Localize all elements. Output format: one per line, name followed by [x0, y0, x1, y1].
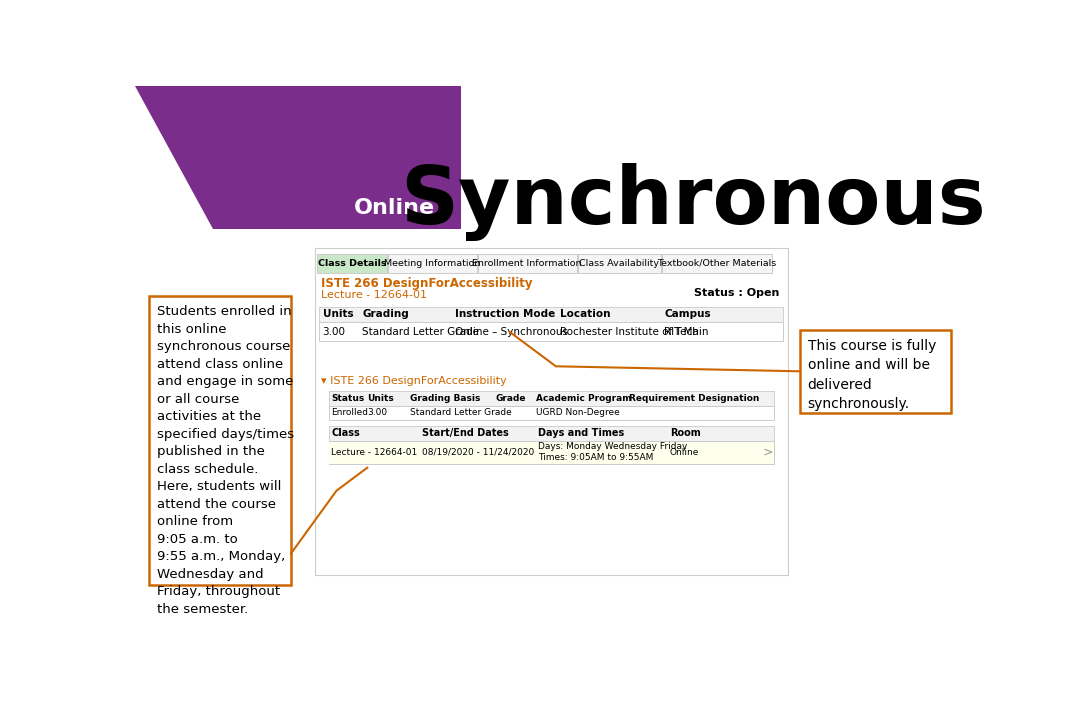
- FancyBboxPatch shape: [388, 254, 476, 273]
- Text: Days: Monday Wednesday Friday
Times: 9:05AM to 9:55AM: Days: Monday Wednesday Friday Times: 9:0…: [538, 443, 687, 462]
- Text: Enrollment Information: Enrollment Information: [472, 259, 582, 268]
- FancyBboxPatch shape: [328, 391, 773, 420]
- FancyBboxPatch shape: [328, 391, 773, 406]
- FancyBboxPatch shape: [662, 254, 772, 273]
- Text: >: >: [762, 446, 772, 459]
- Text: Enrolled: Enrolled: [332, 408, 368, 418]
- Text: Campus: Campus: [664, 310, 711, 319]
- FancyBboxPatch shape: [328, 426, 773, 441]
- Text: Online – Synchronous: Online – Synchronous: [455, 327, 568, 337]
- FancyBboxPatch shape: [320, 307, 783, 341]
- Text: UGRD Non-Degree: UGRD Non-Degree: [537, 408, 620, 418]
- FancyBboxPatch shape: [318, 254, 387, 273]
- Text: Online: Online: [670, 448, 699, 456]
- Text: Status : Open: Status : Open: [694, 288, 780, 298]
- FancyBboxPatch shape: [320, 307, 783, 322]
- Text: Lecture - 12664-01: Lecture - 12664-01: [332, 448, 417, 456]
- FancyBboxPatch shape: [578, 254, 661, 273]
- Text: Students enrolled in
this online
synchronous course
attend class online
and enga: Students enrolled in this online synchro…: [157, 305, 294, 616]
- FancyBboxPatch shape: [477, 254, 577, 273]
- Text: ISTE 266 DesignForAccessibility: ISTE 266 DesignForAccessibility: [321, 277, 532, 290]
- FancyBboxPatch shape: [314, 248, 787, 575]
- FancyBboxPatch shape: [328, 441, 773, 464]
- Text: 08/19/2020 - 11/24/2020: 08/19/2020 - 11/24/2020: [422, 448, 534, 456]
- Text: 3.00: 3.00: [367, 408, 388, 418]
- FancyBboxPatch shape: [800, 330, 951, 413]
- Text: Academic Program: Academic Program: [537, 394, 632, 403]
- Text: Lecture - 12664-01: Lecture - 12664-01: [321, 289, 427, 300]
- FancyBboxPatch shape: [149, 296, 291, 585]
- Text: Start/End Dates: Start/End Dates: [422, 428, 509, 438]
- Text: Rochester Institute of Tech: Rochester Institute of Tech: [559, 327, 699, 337]
- Text: Synchronous: Synchronous: [400, 163, 986, 241]
- Text: Status: Status: [332, 394, 364, 403]
- Text: Units: Units: [367, 394, 394, 403]
- Text: Requirement Designation: Requirement Designation: [630, 394, 760, 403]
- Text: Textbook/Other Materials: Textbook/Other Materials: [658, 259, 777, 268]
- Text: RIT Main: RIT Main: [664, 327, 708, 337]
- Text: Days and Times: Days and Times: [538, 428, 624, 438]
- Polygon shape: [135, 86, 460, 229]
- Text: Room: Room: [670, 428, 701, 438]
- Text: Instruction Mode: Instruction Mode: [455, 310, 555, 319]
- Text: Standard Letter Grade: Standard Letter Grade: [362, 327, 480, 337]
- FancyBboxPatch shape: [328, 426, 773, 464]
- Text: Units: Units: [323, 310, 353, 319]
- Text: ▾ ISTE 266 DesignForAccessibility: ▾ ISTE 266 DesignForAccessibility: [321, 376, 507, 386]
- Text: Grade: Grade: [496, 394, 526, 403]
- Text: Class: Class: [332, 428, 360, 438]
- Text: 3.00: 3.00: [323, 327, 346, 337]
- Text: Grading Basis: Grading Basis: [410, 394, 481, 403]
- Text: Class Details: Class Details: [318, 259, 387, 268]
- Text: Online: Online: [354, 198, 435, 218]
- Text: Class Availability: Class Availability: [579, 259, 660, 268]
- Text: Standard Letter Grade: Standard Letter Grade: [410, 408, 512, 418]
- Text: Grading: Grading: [362, 310, 409, 319]
- Text: Location: Location: [559, 310, 610, 319]
- Text: This course is fully
online and will be
delivered
synchronously.: This course is fully online and will be …: [808, 339, 936, 411]
- Text: Meeting Information: Meeting Information: [384, 259, 481, 268]
